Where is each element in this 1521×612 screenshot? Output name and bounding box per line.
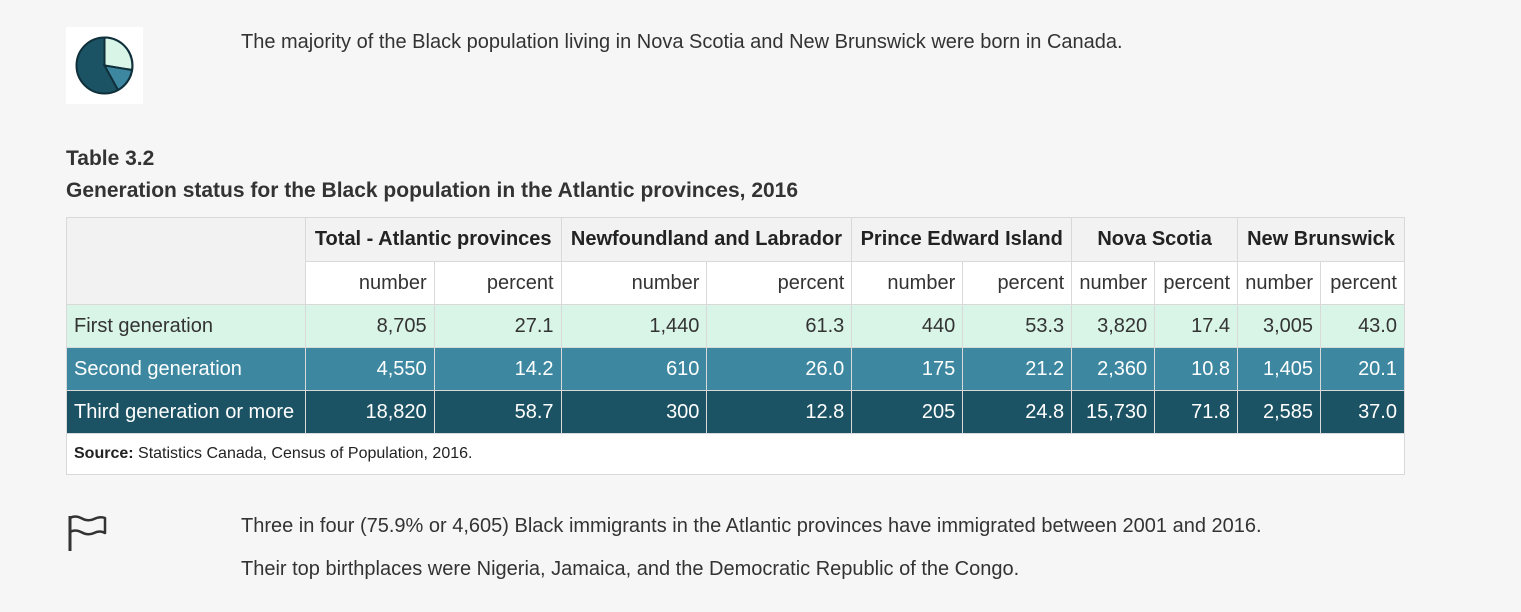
row-label: First generation <box>66 304 306 348</box>
table-cell: 1,440 <box>560 304 708 348</box>
table-cell: 71.8 <box>1154 390 1239 434</box>
table-cell: 440 <box>851 304 964 348</box>
table-cell: 2,360 <box>1071 347 1156 391</box>
table-row: First generation 8,705 27.1 1,440 61.3 4… <box>66 304 1405 348</box>
region-header: Newfoundland and Labrador <box>560 217 853 262</box>
table-cell: 4,550 <box>304 347 435 391</box>
table-cell: 3,005 <box>1237 304 1322 348</box>
region-header: Total - Atlantic provinces <box>304 217 562 262</box>
row-label: Third generation or more <box>66 390 306 434</box>
table-cell: 53.3 <box>962 304 1073 348</box>
measure-header: percent <box>962 261 1073 305</box>
region-header: Nova Scotia <box>1071 217 1239 262</box>
note-line-1: Three in four (75.9% or 4,605) Black imm… <box>241 515 1262 537</box>
measure-header: percent <box>1320 261 1405 305</box>
measure-header: number <box>851 261 964 305</box>
table-cell: 2,585 <box>1237 390 1322 434</box>
region-header: New Brunswick <box>1237 217 1405 262</box>
region-header-row: Total - Atlantic provinces Newfoundland … <box>66 217 1405 305</box>
table-cell: 26.0 <box>706 347 853 391</box>
table-cell: 18,820 <box>304 390 435 434</box>
table-row: Third generation or more 18,820 58.7 300… <box>66 390 1405 434</box>
table-cell: 43.0 <box>1320 304 1405 348</box>
table-cell: 21.2 <box>962 347 1073 391</box>
measure-header: number <box>1071 261 1156 305</box>
source-text: Statistics Canada, Census of Population,… <box>133 445 473 462</box>
table-cell: 58.7 <box>433 390 562 434</box>
flag-icon <box>66 514 108 552</box>
table-cell: 12.8 <box>706 390 853 434</box>
table-cell: 205 <box>851 390 964 434</box>
source-note: Source: Statistics Canada, Census of Pop… <box>66 433 1405 475</box>
table-number: Table 3.2 <box>66 147 155 170</box>
table-row: Second generation 4,550 14.2 610 26.0 17… <box>66 347 1405 391</box>
measure-header: number <box>560 261 708 305</box>
measure-header: number <box>304 261 435 305</box>
source-label: Source: <box>74 445 134 462</box>
table-cell: 1,405 <box>1237 347 1322 391</box>
measure-header: percent <box>1154 261 1239 305</box>
region-header: Prince Edward Island <box>851 217 1073 262</box>
table-cell: 61.3 <box>706 304 853 348</box>
row-label: Second generation <box>66 347 306 391</box>
table-cell: 24.8 <box>962 390 1073 434</box>
intro-text: The majority of the Black population liv… <box>241 31 1123 53</box>
source-row: Source: Statistics Canada, Census of Pop… <box>66 433 1405 475</box>
table-cell: 20.1 <box>1320 347 1405 391</box>
table-cell: 27.1 <box>433 304 562 348</box>
measure-header: percent <box>706 261 853 305</box>
measure-header: number <box>1237 261 1322 305</box>
table-cell: 3,820 <box>1071 304 1156 348</box>
pie-chart-icon <box>66 27 143 104</box>
table-cell: 10.8 <box>1154 347 1239 391</box>
table-cell: 8,705 <box>304 304 435 348</box>
table-title: Generation status for the Black populati… <box>66 179 799 202</box>
table-cell: 300 <box>560 390 708 434</box>
note-line-2: Their top birthplaces were Nigeria, Jama… <box>241 558 1020 580</box>
table-cell: 175 <box>851 347 964 391</box>
table-cell: 17.4 <box>1154 304 1239 348</box>
measure-header-row: number percent number percent number per… <box>67 261 1405 305</box>
table-cell: 610 <box>560 347 708 391</box>
generation-status-table: Total - Atlantic provinces Newfoundland … <box>66 217 1405 475</box>
table-cell: 15,730 <box>1071 390 1156 434</box>
table-cell: 14.2 <box>433 347 562 391</box>
measure-header: percent <box>433 261 562 305</box>
table-cell: 37.0 <box>1320 390 1405 434</box>
corner-cell <box>66 217 306 305</box>
